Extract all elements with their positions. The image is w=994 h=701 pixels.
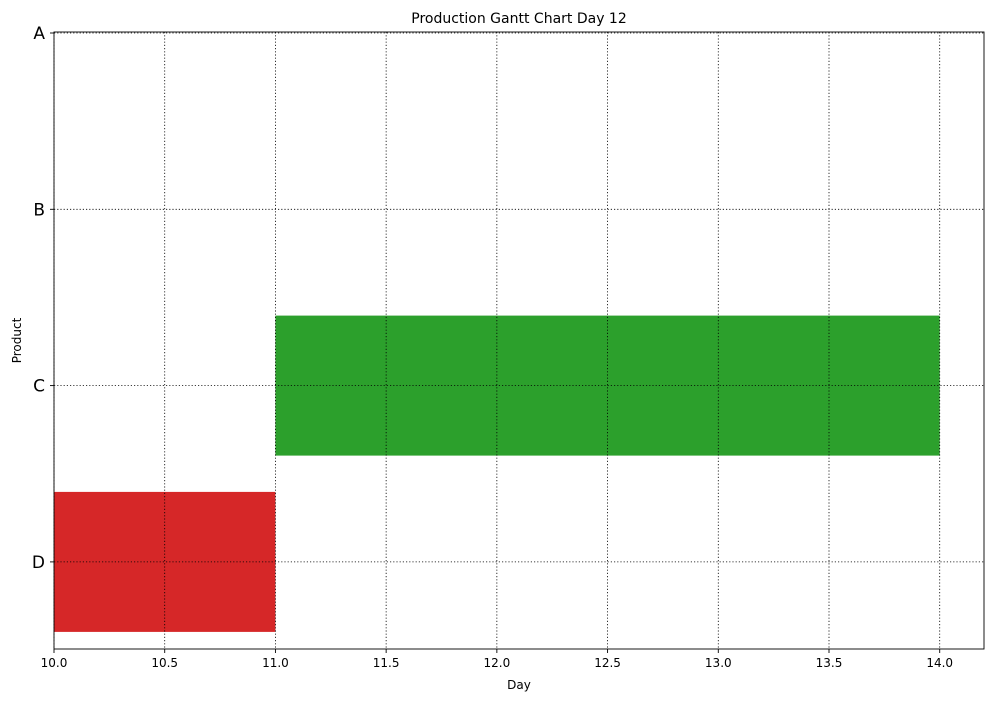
- x-axis-label: Day: [507, 678, 531, 692]
- x-tick-label: 13.0: [705, 656, 732, 670]
- y-axis-label: Product: [10, 317, 24, 363]
- y-tick-label-d: D: [32, 553, 45, 573]
- plot-frame: [53, 31, 985, 650]
- y-tick-label-b: B: [33, 200, 45, 220]
- y-tick-label-c: C: [33, 377, 45, 397]
- x-tick-label: 11.5: [373, 656, 400, 670]
- x-tick-label: 10.0: [41, 656, 68, 670]
- chart-title: Production Gantt Chart Day 12: [411, 11, 627, 27]
- x-tick-label: 10.5: [151, 656, 178, 670]
- y-axis-ticks: A B C D: [32, 24, 54, 573]
- x-axis-ticks: 10.0 10.5 11.0 11.5 12.0 12.5 13.0 13.5 14.0: [41, 649, 953, 670]
- x-tick-label: 12.0: [483, 656, 510, 670]
- x-tick-label: 13.5: [816, 656, 843, 670]
- x-tick-label: 14.0: [926, 656, 953, 670]
- x-tick-label: 12.5: [594, 656, 621, 670]
- y-tick-label-a: A: [33, 24, 45, 44]
- x-tick-label: 11.0: [262, 656, 289, 670]
